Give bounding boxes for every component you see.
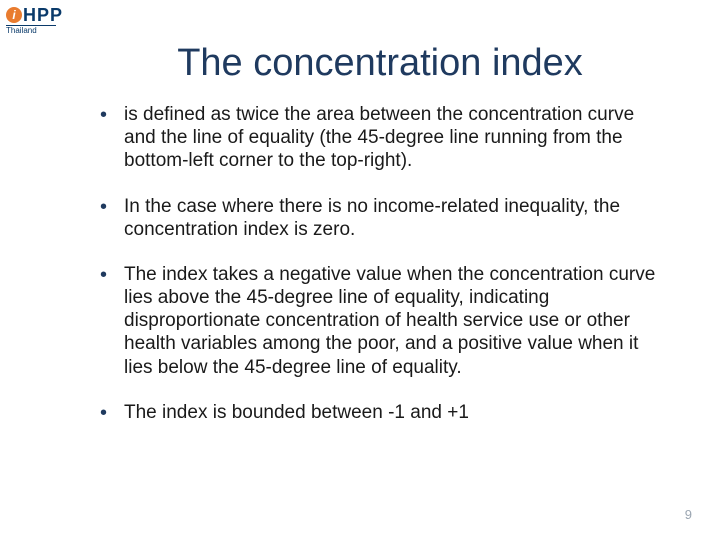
bullet-item: is defined as twice the area between the…	[100, 103, 660, 173]
slide-body: The concentration index is defined as tw…	[0, 0, 720, 540]
bullet-item: The index is bounded between -1 and +1	[100, 401, 660, 424]
bullet-item: The index takes a negative value when th…	[100, 263, 660, 379]
bullet-list: is defined as twice the area between the…	[80, 103, 660, 424]
slide-title: The concentration index	[100, 42, 660, 85]
page-number: 9	[685, 507, 692, 522]
bullet-item: In the case where there is no income-rel…	[100, 195, 660, 241]
